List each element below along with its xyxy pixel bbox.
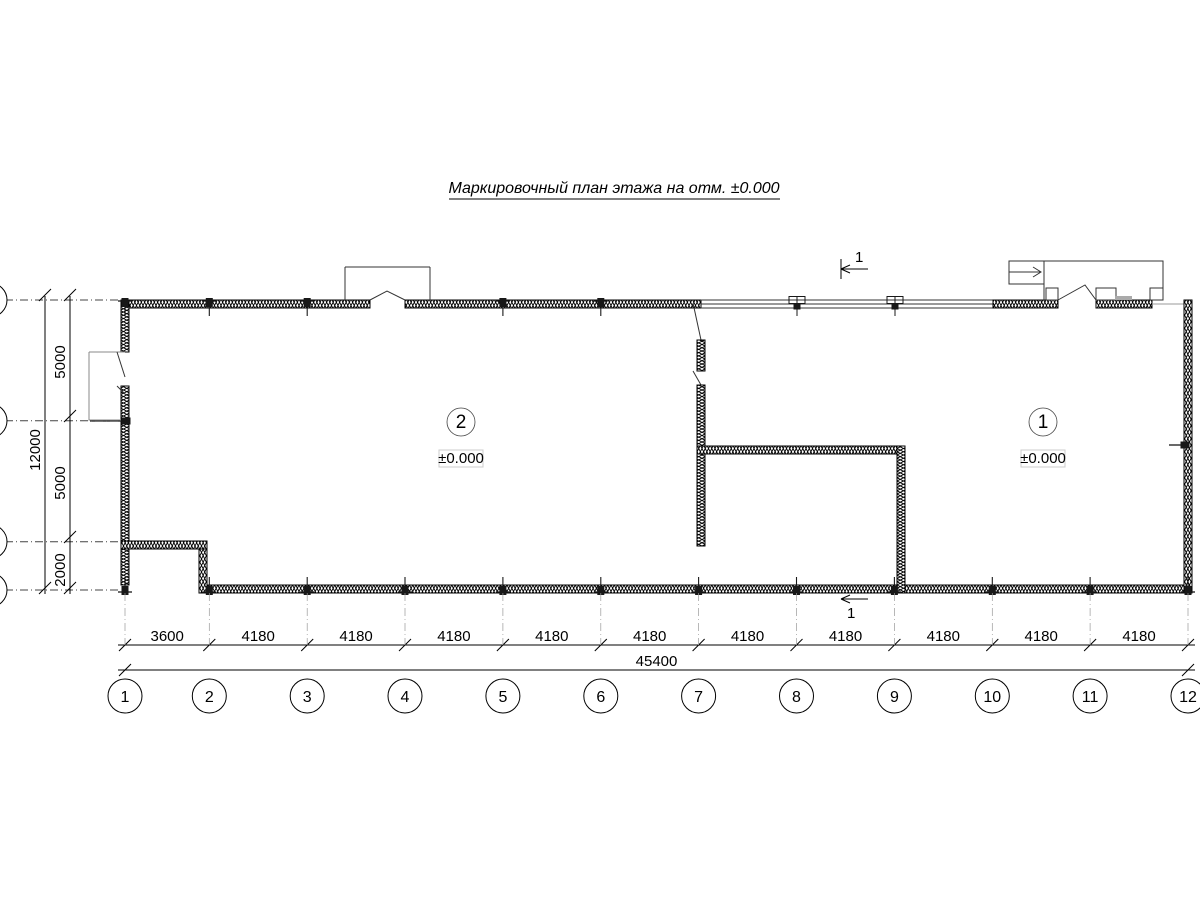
svg-text:2: 2: [205, 689, 214, 706]
svg-text:7: 7: [694, 689, 703, 706]
svg-text:1: 1: [855, 249, 863, 266]
svg-text:12000: 12000: [27, 429, 44, 471]
svg-text:10: 10: [983, 689, 1001, 706]
svg-text:4: 4: [401, 689, 410, 706]
svg-text:1: 1: [121, 689, 130, 706]
svg-text:3600: 3600: [151, 628, 184, 645]
svg-text:2: 2: [456, 412, 467, 433]
svg-text:2000: 2000: [52, 553, 69, 586]
svg-text:5000: 5000: [52, 466, 69, 499]
svg-text:4180: 4180: [535, 628, 568, 645]
svg-text:1: 1: [1038, 412, 1049, 433]
svg-text:±0.000: ±0.000: [438, 450, 484, 467]
svg-text:4180: 4180: [1122, 628, 1155, 645]
svg-text:4180: 4180: [731, 628, 764, 645]
svg-text:8: 8: [792, 689, 801, 706]
svg-text:±0.000: ±0.000: [1020, 450, 1066, 467]
svg-text:6: 6: [596, 689, 605, 706]
svg-text:5: 5: [498, 689, 507, 706]
svg-text:4180: 4180: [927, 628, 960, 645]
svg-text:4180: 4180: [1025, 628, 1058, 645]
svg-text:Маркировочный план этажа на от: Маркировочный план этажа на отм. ±0.000: [448, 180, 779, 197]
svg-text:4180: 4180: [829, 628, 862, 645]
svg-text:9: 9: [890, 689, 899, 706]
svg-text:12: 12: [1179, 689, 1197, 706]
svg-text:4180: 4180: [437, 628, 470, 645]
svg-text:4180: 4180: [633, 628, 666, 645]
svg-text:3: 3: [303, 689, 312, 706]
svg-text:5000: 5000: [52, 345, 69, 378]
svg-text:4180: 4180: [339, 628, 372, 645]
svg-text:45400: 45400: [636, 653, 678, 670]
svg-text:4180: 4180: [242, 628, 275, 645]
svg-text:1: 1: [847, 605, 855, 622]
svg-text:11: 11: [1082, 689, 1099, 706]
